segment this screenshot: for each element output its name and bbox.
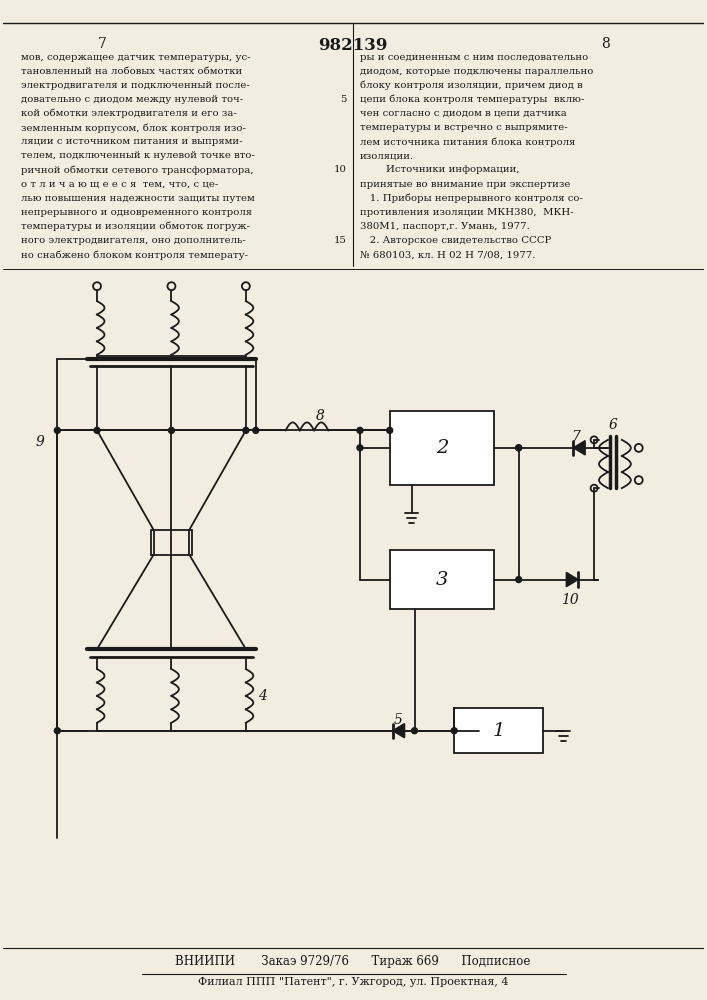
Text: 1: 1 [493,722,505,740]
Text: 5: 5 [341,95,347,104]
Text: довательно с диодом между нулевой точ-: довательно с диодом между нулевой точ- [21,95,243,104]
Circle shape [168,427,175,433]
Circle shape [515,445,522,451]
Bar [454,708,544,753]
Text: цепи блока контроля температуры  вклю-: цепи блока контроля температуры вклю- [360,95,584,104]
Text: ры и соединенным с ним последовательно: ры и соединенным с ним последовательно [360,52,588,62]
Circle shape [357,427,363,433]
Text: ляции с источником питания и выпрями-: ляции с источником питания и выпрями- [21,137,242,146]
Text: лью повышения надежности защиты путем: лью повышения надежности защиты путем [21,194,255,203]
Text: диодом, которые подключены параллельно: диодом, которые подключены параллельно [360,67,593,76]
Circle shape [54,427,60,433]
Text: телем, подключенный к нулевой точке вто-: телем, подключенный к нулевой точке вто- [21,151,255,160]
Circle shape [54,728,60,734]
Text: чен согласно с диодом в цепи датчика: чен согласно с диодом в цепи датчика [360,109,567,118]
Text: противления изоляции МКН380,  МКН-: противления изоляции МКН380, МКН- [360,208,573,217]
Text: № 680103, кл. Н 02 Н 7/08, 1977.: № 680103, кл. Н 02 Н 7/08, 1977. [360,250,535,259]
Circle shape [411,728,418,734]
Text: 380М1, паспорт,г. Умань, 1977.: 380М1, паспорт,г. Умань, 1977. [360,222,530,231]
Text: изоляции.: изоляции. [360,151,414,160]
Circle shape [387,427,392,433]
Text: лем источника питания блока контроля: лем источника питания блока контроля [360,137,575,147]
Text: температуры и изоляции обмоток погруж-: температуры и изоляции обмоток погруж- [21,222,250,231]
Text: 2: 2 [436,439,448,457]
Text: 7: 7 [572,430,580,444]
Text: 10: 10 [334,165,347,174]
Circle shape [94,427,100,433]
Text: тановленный на лобовых частях обмотки: тановленный на лобовых частях обмотки [21,67,242,76]
Bar [390,550,494,609]
Polygon shape [392,724,404,738]
Text: ВНИИПИ       Закаэ 9729/76      Тираж 669      Подписное: ВНИИПИ Закаэ 9729/76 Тираж 669 Подписное [175,955,531,968]
Text: 8: 8 [316,409,325,423]
Text: ного электродвигателя, оно дополнитель-: ного электродвигателя, оно дополнитель- [21,236,245,245]
Text: земленным корпусом, блок контроля изо-: земленным корпусом, блок контроля изо- [21,123,245,133]
Text: непрерывного и одновременного контроля: непрерывного и одновременного контроля [21,208,252,217]
Text: но снабжено блоком контроля температу-: но снабжено блоком контроля температу- [21,250,247,260]
Polygon shape [566,572,578,587]
Text: 10: 10 [561,593,579,607]
Circle shape [243,427,249,433]
Polygon shape [573,441,585,455]
Text: блоку контроля изоляции, причем диод в: блоку контроля изоляции, причем диод в [360,81,583,90]
Text: 1. Приборы непрерывного контроля со-: 1. Приборы непрерывного контроля со- [360,194,583,203]
Text: Филиал ППП "Патент", г. Ужгород, ул. Проектная, 4: Филиал ППП "Патент", г. Ужгород, ул. Про… [198,977,508,987]
Circle shape [253,427,259,433]
Circle shape [515,577,522,583]
Text: 2. Авторское свидетельство СССР: 2. Авторское свидетельство СССР [360,236,551,245]
Text: 15: 15 [334,236,347,245]
Text: 982139: 982139 [318,37,387,54]
Text: 5: 5 [393,713,402,727]
Bar [390,410,494,485]
Text: о т л и ч а ю щ е е с я  тем, что, с це-: о т л и ч а ю щ е е с я тем, что, с це- [21,180,218,189]
Circle shape [451,728,457,734]
Text: кой обмотки электродвигателя и его за-: кой обмотки электродвигателя и его за- [21,109,236,118]
Circle shape [515,445,522,451]
Text: Источники информации,: Источники информации, [360,165,520,174]
Text: 6: 6 [609,418,617,432]
Text: 3: 3 [436,571,448,589]
Bar [151,530,192,555]
Text: 4: 4 [258,689,267,703]
Text: мов, содержащее датчик температуры, ус-: мов, содержащее датчик температуры, ус- [21,52,250,62]
Text: электродвигателя и подключенный после-: электродвигателя и подключенный после- [21,81,250,90]
Text: принятые во внимание при экспертизе: принятые во внимание при экспертизе [360,180,571,189]
Text: 7: 7 [98,37,107,51]
Circle shape [357,445,363,451]
Text: ричной обмотки сетевого трансформатора,: ричной обмотки сетевого трансформатора, [21,165,253,175]
Text: 9: 9 [35,435,44,449]
Text: температуры и встречно с выпрямите-: температуры и встречно с выпрямите- [360,123,568,132]
Circle shape [400,427,406,433]
Text: 8: 8 [601,37,609,51]
